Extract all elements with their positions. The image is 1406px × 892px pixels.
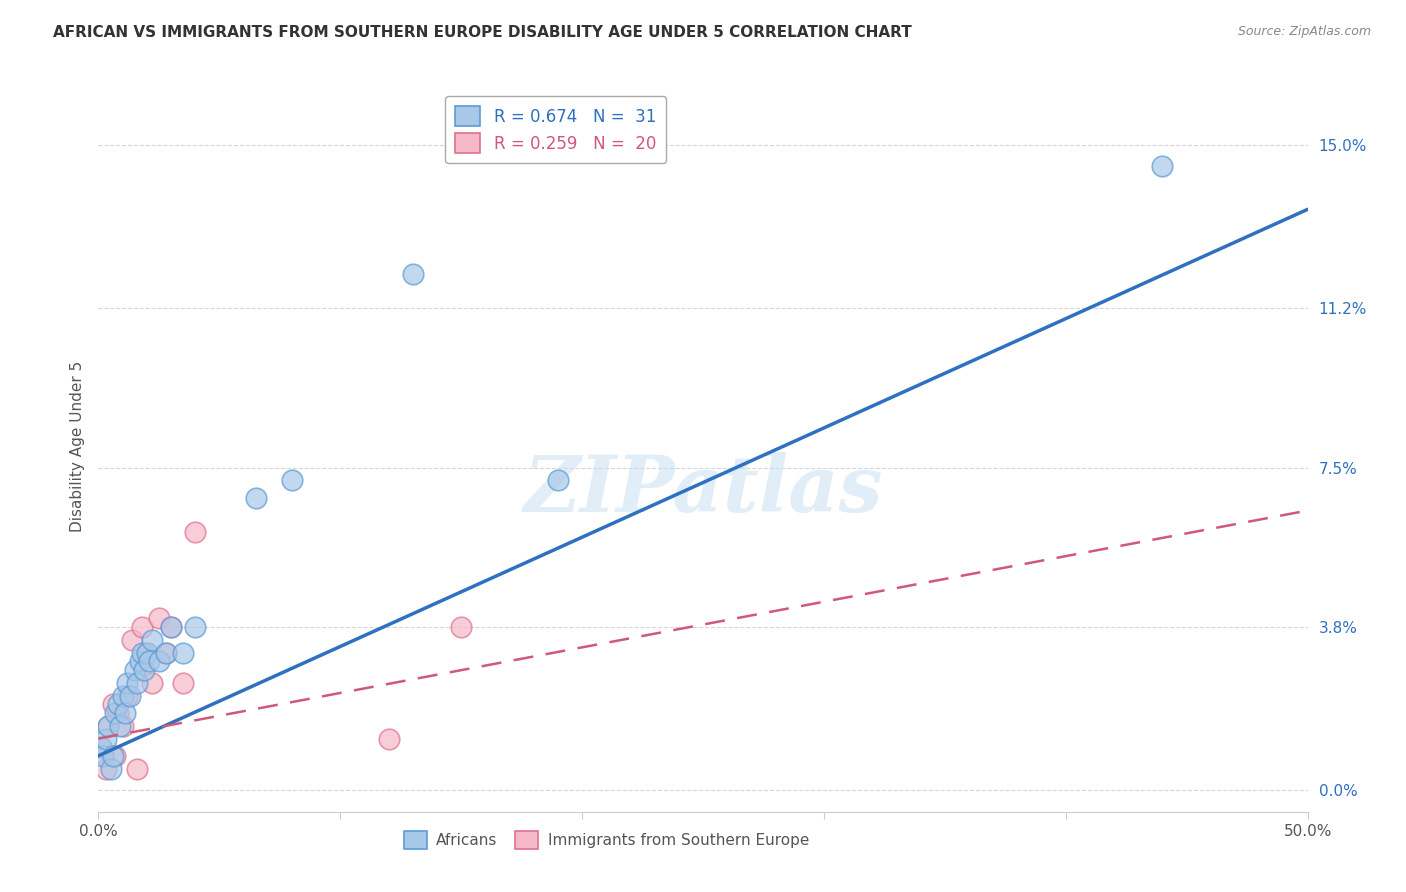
Legend: Africans, Immigrants from Southern Europe: Africans, Immigrants from Southern Europ… (398, 824, 815, 855)
Point (104, 748, 127, 763)
Point (107, 697, 129, 711)
Point (141, 675, 163, 690)
Point (111, 689, 134, 703)
Point (127, 762, 149, 776)
Point (117, 689, 139, 703)
Point (281, 474, 304, 488)
Point (131, 620, 153, 634)
Point (101, 748, 124, 763)
Point (547, 474, 569, 488)
Point (111, 719, 134, 733)
Point (97, 719, 120, 733)
Text: Source: ZipAtlas.com: Source: ZipAtlas.com (1237, 25, 1371, 38)
Point (148, 611, 170, 625)
Point (1152, 159, 1174, 173)
Point (91, 748, 114, 763)
Point (172, 675, 194, 690)
Point (117, 675, 139, 690)
Point (104, 706, 127, 720)
Point (138, 654, 160, 668)
Point (90, 740, 112, 755)
Point (450, 620, 472, 634)
Text: ZIPatlas: ZIPatlas (523, 451, 883, 528)
Point (160, 620, 183, 634)
Point (155, 646, 177, 660)
Point (118, 689, 141, 703)
Point (131, 646, 153, 660)
Point (127, 675, 149, 690)
Point (100, 762, 122, 776)
Point (97, 719, 120, 733)
Point (121, 632, 143, 647)
Point (377, 731, 399, 746)
Point (245, 491, 267, 505)
Point (108, 719, 131, 733)
Point (124, 663, 146, 677)
Point (107, 706, 129, 720)
Point (135, 646, 157, 660)
Point (128, 654, 150, 668)
Point (114, 706, 136, 720)
Point (94, 762, 117, 776)
Point (148, 654, 170, 668)
Point (184, 524, 207, 539)
Point (402, 267, 425, 281)
Point (94, 731, 117, 746)
Point (134, 663, 156, 677)
Y-axis label: Disability Age Under 5: Disability Age Under 5 (69, 360, 84, 532)
Point (155, 646, 177, 660)
Point (135, 646, 157, 660)
Point (90, 740, 112, 755)
Point (141, 632, 163, 647)
Point (160, 620, 183, 634)
Text: AFRICAN VS IMMIGRANTS FROM SOUTHERN EUROPE DISABILITY AGE UNDER 5 CORRELATION CH: AFRICAN VS IMMIGRANTS FROM SOUTHERN EURO… (53, 25, 912, 40)
Point (184, 620, 207, 634)
Point (172, 646, 194, 660)
Point (101, 697, 124, 711)
